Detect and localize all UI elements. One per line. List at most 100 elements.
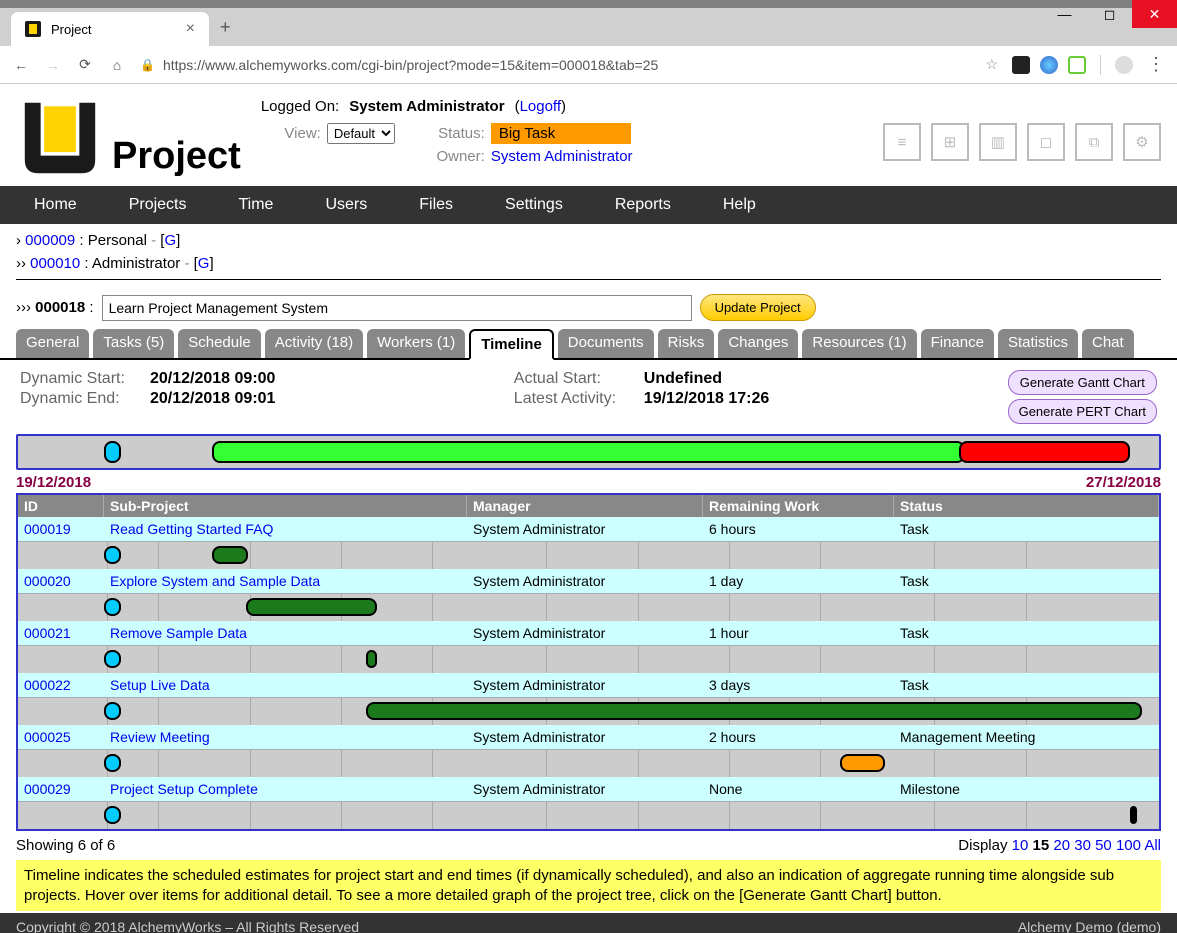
- col-id[interactable]: ID: [18, 495, 104, 517]
- ext-icon-3[interactable]: [1068, 56, 1086, 74]
- nav-users[interactable]: Users: [299, 186, 393, 224]
- gantt-bar[interactable]: [840, 754, 886, 772]
- row-subproject[interactable]: Setup Live Data: [110, 677, 210, 693]
- row-id[interactable]: 000029: [24, 781, 71, 797]
- nav-help[interactable]: Help: [697, 186, 782, 224]
- tab-workers-[interactable]: Workers (1): [367, 329, 465, 358]
- tab-chat[interactable]: Chat: [1082, 329, 1134, 358]
- tab-schedule[interactable]: Schedule: [178, 329, 261, 358]
- timeline-bar[interactable]: [959, 441, 1130, 463]
- generate-pert-button[interactable]: Generate PERT Chart: [1008, 399, 1157, 424]
- nav-home[interactable]: Home: [8, 186, 103, 224]
- tab-activity-[interactable]: Activity (18): [265, 329, 363, 358]
- gantt-row: [18, 645, 1159, 673]
- bc-l2-g[interactable]: G: [198, 255, 210, 272]
- gantt-bar[interactable]: [212, 546, 249, 564]
- col-subproject[interactable]: Sub-Project: [104, 495, 467, 517]
- tab-finance[interactable]: Finance: [921, 329, 994, 358]
- timeline-bar[interactable]: [212, 441, 965, 463]
- row-id[interactable]: 000020: [24, 573, 71, 589]
- menu-icon[interactable]: ⋮: [1147, 54, 1165, 75]
- star-icon[interactable]: ☆: [985, 56, 998, 73]
- tab-resources-[interactable]: Resources (1): [802, 329, 916, 358]
- tab-general[interactable]: General: [16, 329, 89, 358]
- view-list-icon[interactable]: ≡: [883, 123, 921, 161]
- tab-documents[interactable]: Documents: [558, 329, 654, 358]
- gantt-bar[interactable]: [104, 702, 121, 720]
- row-status: Task: [894, 517, 1159, 541]
- col-manager[interactable]: Manager: [467, 495, 703, 517]
- window-minimize[interactable]: —: [1042, 0, 1087, 28]
- ext-icon-1[interactable]: [1012, 56, 1030, 74]
- row-id[interactable]: 000019: [24, 521, 71, 537]
- display-opt[interactable]: 10: [1012, 837, 1029, 854]
- logoff-link[interactable]: Logoff: [520, 98, 561, 115]
- row-subproject[interactable]: Remove Sample Data: [110, 625, 247, 641]
- nav-time[interactable]: Time: [212, 186, 299, 224]
- app-logo[interactable]: Project: [16, 94, 241, 182]
- row-subproject[interactable]: Project Setup Complete: [110, 781, 258, 797]
- display-opt[interactable]: 100: [1116, 837, 1141, 854]
- display-opt[interactable]: 30: [1074, 837, 1091, 854]
- gantt-bar[interactable]: [246, 598, 377, 616]
- ext-icon-2[interactable]: [1040, 56, 1058, 74]
- tab-statistics[interactable]: Statistics: [998, 329, 1078, 358]
- nav-settings[interactable]: Settings: [479, 186, 589, 224]
- new-tab-button[interactable]: +: [210, 9, 241, 46]
- display-opt[interactable]: All: [1144, 837, 1161, 854]
- browser-tab[interactable]: Project ×: [10, 11, 210, 46]
- table-row: 000022Setup Live DataSystem Administrato…: [18, 673, 1159, 697]
- col-remaining[interactable]: Remaining Work: [703, 495, 894, 517]
- view-grid-icon[interactable]: ⊞: [931, 123, 969, 161]
- reload-icon[interactable]: ⟳: [76, 56, 94, 74]
- row-subproject[interactable]: Explore System and Sample Data: [110, 573, 320, 589]
- row-id[interactable]: 000021: [24, 625, 71, 641]
- back-icon[interactable]: ←: [12, 56, 30, 74]
- gantt-bar[interactable]: [104, 598, 121, 616]
- view-tree-icon[interactable]: ⧉: [1075, 123, 1113, 161]
- row-status: Milestone: [894, 777, 1159, 801]
- window-maximize[interactable]: ◻: [1087, 0, 1132, 28]
- nav-projects[interactable]: Projects: [103, 186, 213, 224]
- row-id[interactable]: 000025: [24, 729, 71, 745]
- timeline-bar[interactable]: [104, 441, 121, 463]
- settings-icon[interactable]: ⚙: [1123, 123, 1161, 161]
- url-bar[interactable]: 🔒 https://www.alchemyworks.com/cgi-bin/p…: [140, 57, 971, 73]
- row-manager: System Administrator: [467, 621, 703, 645]
- update-project-button[interactable]: Update Project: [700, 294, 816, 321]
- gantt-bar[interactable]: [104, 806, 121, 824]
- generate-gantt-button[interactable]: Generate Gantt Chart: [1008, 370, 1157, 395]
- gantt-bar[interactable]: [1130, 806, 1137, 824]
- col-status[interactable]: Status: [894, 495, 1159, 517]
- row-subproject[interactable]: Read Getting Started FAQ: [110, 521, 273, 537]
- bc-l2-id[interactable]: 000010: [30, 255, 80, 272]
- view-select[interactable]: Default: [327, 123, 395, 144]
- view-columns-icon[interactable]: ▥: [979, 123, 1017, 161]
- gantt-bar[interactable]: [104, 546, 121, 564]
- bc-l1-g[interactable]: G: [164, 232, 176, 249]
- display-opt[interactable]: 50: [1095, 837, 1112, 854]
- forward-icon[interactable]: →: [44, 56, 62, 74]
- window-close[interactable]: ✕: [1132, 0, 1177, 28]
- gantt-bar[interactable]: [104, 650, 121, 668]
- row-id[interactable]: 000022: [24, 677, 71, 693]
- tab-changes[interactable]: Changes: [718, 329, 798, 358]
- home-icon[interactable]: ⌂: [108, 56, 126, 74]
- project-name-input[interactable]: [102, 295, 692, 321]
- gantt-bar[interactable]: [366, 702, 1142, 720]
- row-subproject[interactable]: Review Meeting: [110, 729, 210, 745]
- nav-reports[interactable]: Reports: [589, 186, 697, 224]
- profile-icon[interactable]: [1115, 56, 1133, 74]
- tab-risks[interactable]: Risks: [658, 329, 715, 358]
- owner-link[interactable]: System Administrator: [491, 148, 633, 165]
- display-opt[interactable]: 20: [1053, 837, 1070, 854]
- tab-close-icon[interactable]: ×: [186, 20, 195, 38]
- nav-files[interactable]: Files: [393, 186, 479, 224]
- bc-l1-id[interactable]: 000009: [25, 232, 75, 249]
- gantt-bar[interactable]: [104, 754, 121, 772]
- gantt-bar[interactable]: [366, 650, 377, 668]
- tab-tasks-[interactable]: Tasks (5): [93, 329, 174, 358]
- tab-timeline[interactable]: Timeline: [469, 329, 554, 360]
- showing-count: Showing 6 of 6: [16, 837, 115, 854]
- view-detail-icon[interactable]: ◻: [1027, 123, 1065, 161]
